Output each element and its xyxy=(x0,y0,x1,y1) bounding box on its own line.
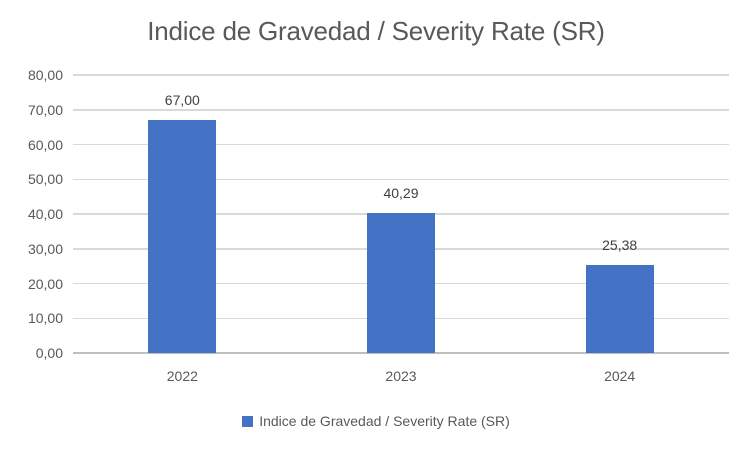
y-axis-tick-label: 80,00 xyxy=(27,67,63,83)
bar-value-label: 40,29 xyxy=(383,185,419,201)
bar-2023 xyxy=(367,213,435,353)
bar-2024 xyxy=(585,264,654,353)
y-axis-tick-label: 40,00 xyxy=(27,206,63,222)
y-axis-tick-label: 0,00 xyxy=(35,345,63,361)
chart-title: Indice de Gravedad / Severity Rate (SR) xyxy=(147,16,605,46)
x-axis-category-label: 2024 xyxy=(604,368,636,384)
y-axis-tick-label: 20,00 xyxy=(27,275,63,292)
y-axis-tick-label: 70,00 xyxy=(27,101,63,118)
gridline xyxy=(73,74,729,76)
gridline xyxy=(73,143,729,146)
y-axis-tick-label: 10,00 xyxy=(27,310,63,327)
chart-legend: Indice de Gravedad / Severity Rate (SR) xyxy=(0,410,752,432)
x-axis-category-label: 2022 xyxy=(166,368,198,384)
bar-value-label: 67,00 xyxy=(164,92,200,109)
y-axis-tick-label: 30,00 xyxy=(27,240,63,257)
legend-swatch-icon xyxy=(242,415,254,427)
plot-area: 67,00 40,29 25,38 xyxy=(73,74,729,354)
y-axis-tick-label: 50,00 xyxy=(27,171,63,188)
x-axis-category-label: 2023 xyxy=(385,368,417,384)
gridline xyxy=(73,109,729,111)
legend-label: Indice de Gravedad / Severity Rate (SR) xyxy=(259,413,510,429)
bar-value-label: 25,38 xyxy=(602,236,638,253)
x-axis-line xyxy=(73,352,729,354)
gridline xyxy=(73,178,729,180)
y-axis-tick-label: 60,00 xyxy=(27,136,63,153)
bar-2022 xyxy=(148,120,217,353)
